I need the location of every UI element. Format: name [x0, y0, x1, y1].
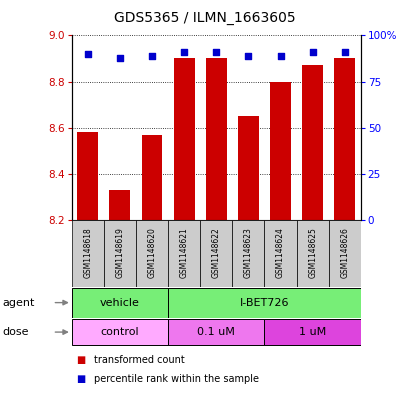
Text: GDS5365 / ILMN_1663605: GDS5365 / ILMN_1663605	[114, 11, 295, 25]
FancyBboxPatch shape	[72, 319, 168, 345]
FancyBboxPatch shape	[264, 319, 360, 345]
FancyBboxPatch shape	[168, 319, 264, 345]
FancyBboxPatch shape	[168, 288, 360, 318]
Text: GSM1148624: GSM1148624	[275, 227, 284, 277]
Text: ■: ■	[76, 374, 85, 384]
Point	[276, 53, 283, 59]
FancyBboxPatch shape	[296, 220, 328, 287]
Bar	[205, 59, 226, 220]
Text: GSM1148626: GSM1148626	[339, 227, 348, 277]
Text: dose: dose	[2, 327, 29, 337]
Text: GSM1148619: GSM1148619	[115, 227, 124, 277]
Text: GSM1148620: GSM1148620	[147, 227, 156, 277]
Point	[180, 49, 187, 55]
Text: vehicle: vehicle	[100, 298, 139, 308]
Text: percentile rank within the sample: percentile rank within the sample	[94, 374, 258, 384]
FancyBboxPatch shape	[103, 220, 136, 287]
FancyBboxPatch shape	[72, 220, 103, 287]
Bar	[173, 59, 194, 220]
Text: I-BET726: I-BET726	[239, 298, 288, 308]
Text: 1 uM: 1 uM	[298, 327, 326, 337]
Bar	[109, 190, 130, 220]
FancyBboxPatch shape	[168, 220, 200, 287]
Text: control: control	[100, 327, 139, 337]
Point	[84, 51, 91, 57]
FancyBboxPatch shape	[136, 220, 168, 287]
Bar	[141, 135, 162, 220]
FancyBboxPatch shape	[200, 220, 232, 287]
Text: GSM1148622: GSM1148622	[211, 227, 220, 277]
Text: agent: agent	[2, 298, 34, 308]
Bar	[77, 132, 98, 220]
Point	[148, 53, 155, 59]
Point	[117, 54, 123, 61]
Text: GSM1148623: GSM1148623	[243, 227, 252, 277]
Point	[341, 49, 347, 55]
Point	[245, 53, 251, 59]
FancyBboxPatch shape	[72, 288, 168, 318]
FancyBboxPatch shape	[264, 220, 296, 287]
Bar	[333, 59, 354, 220]
Bar	[237, 116, 258, 220]
Bar	[301, 65, 322, 220]
Point	[309, 49, 315, 55]
Text: GSM1148625: GSM1148625	[308, 227, 316, 277]
FancyBboxPatch shape	[232, 220, 264, 287]
Text: transformed count: transformed count	[94, 354, 184, 365]
Text: 0.1 uM: 0.1 uM	[197, 327, 235, 337]
Text: GSM1148618: GSM1148618	[83, 227, 92, 277]
Text: ■: ■	[76, 354, 85, 365]
Bar	[270, 81, 290, 220]
Text: GSM1148621: GSM1148621	[179, 227, 188, 277]
FancyBboxPatch shape	[328, 220, 360, 287]
Point	[213, 49, 219, 55]
